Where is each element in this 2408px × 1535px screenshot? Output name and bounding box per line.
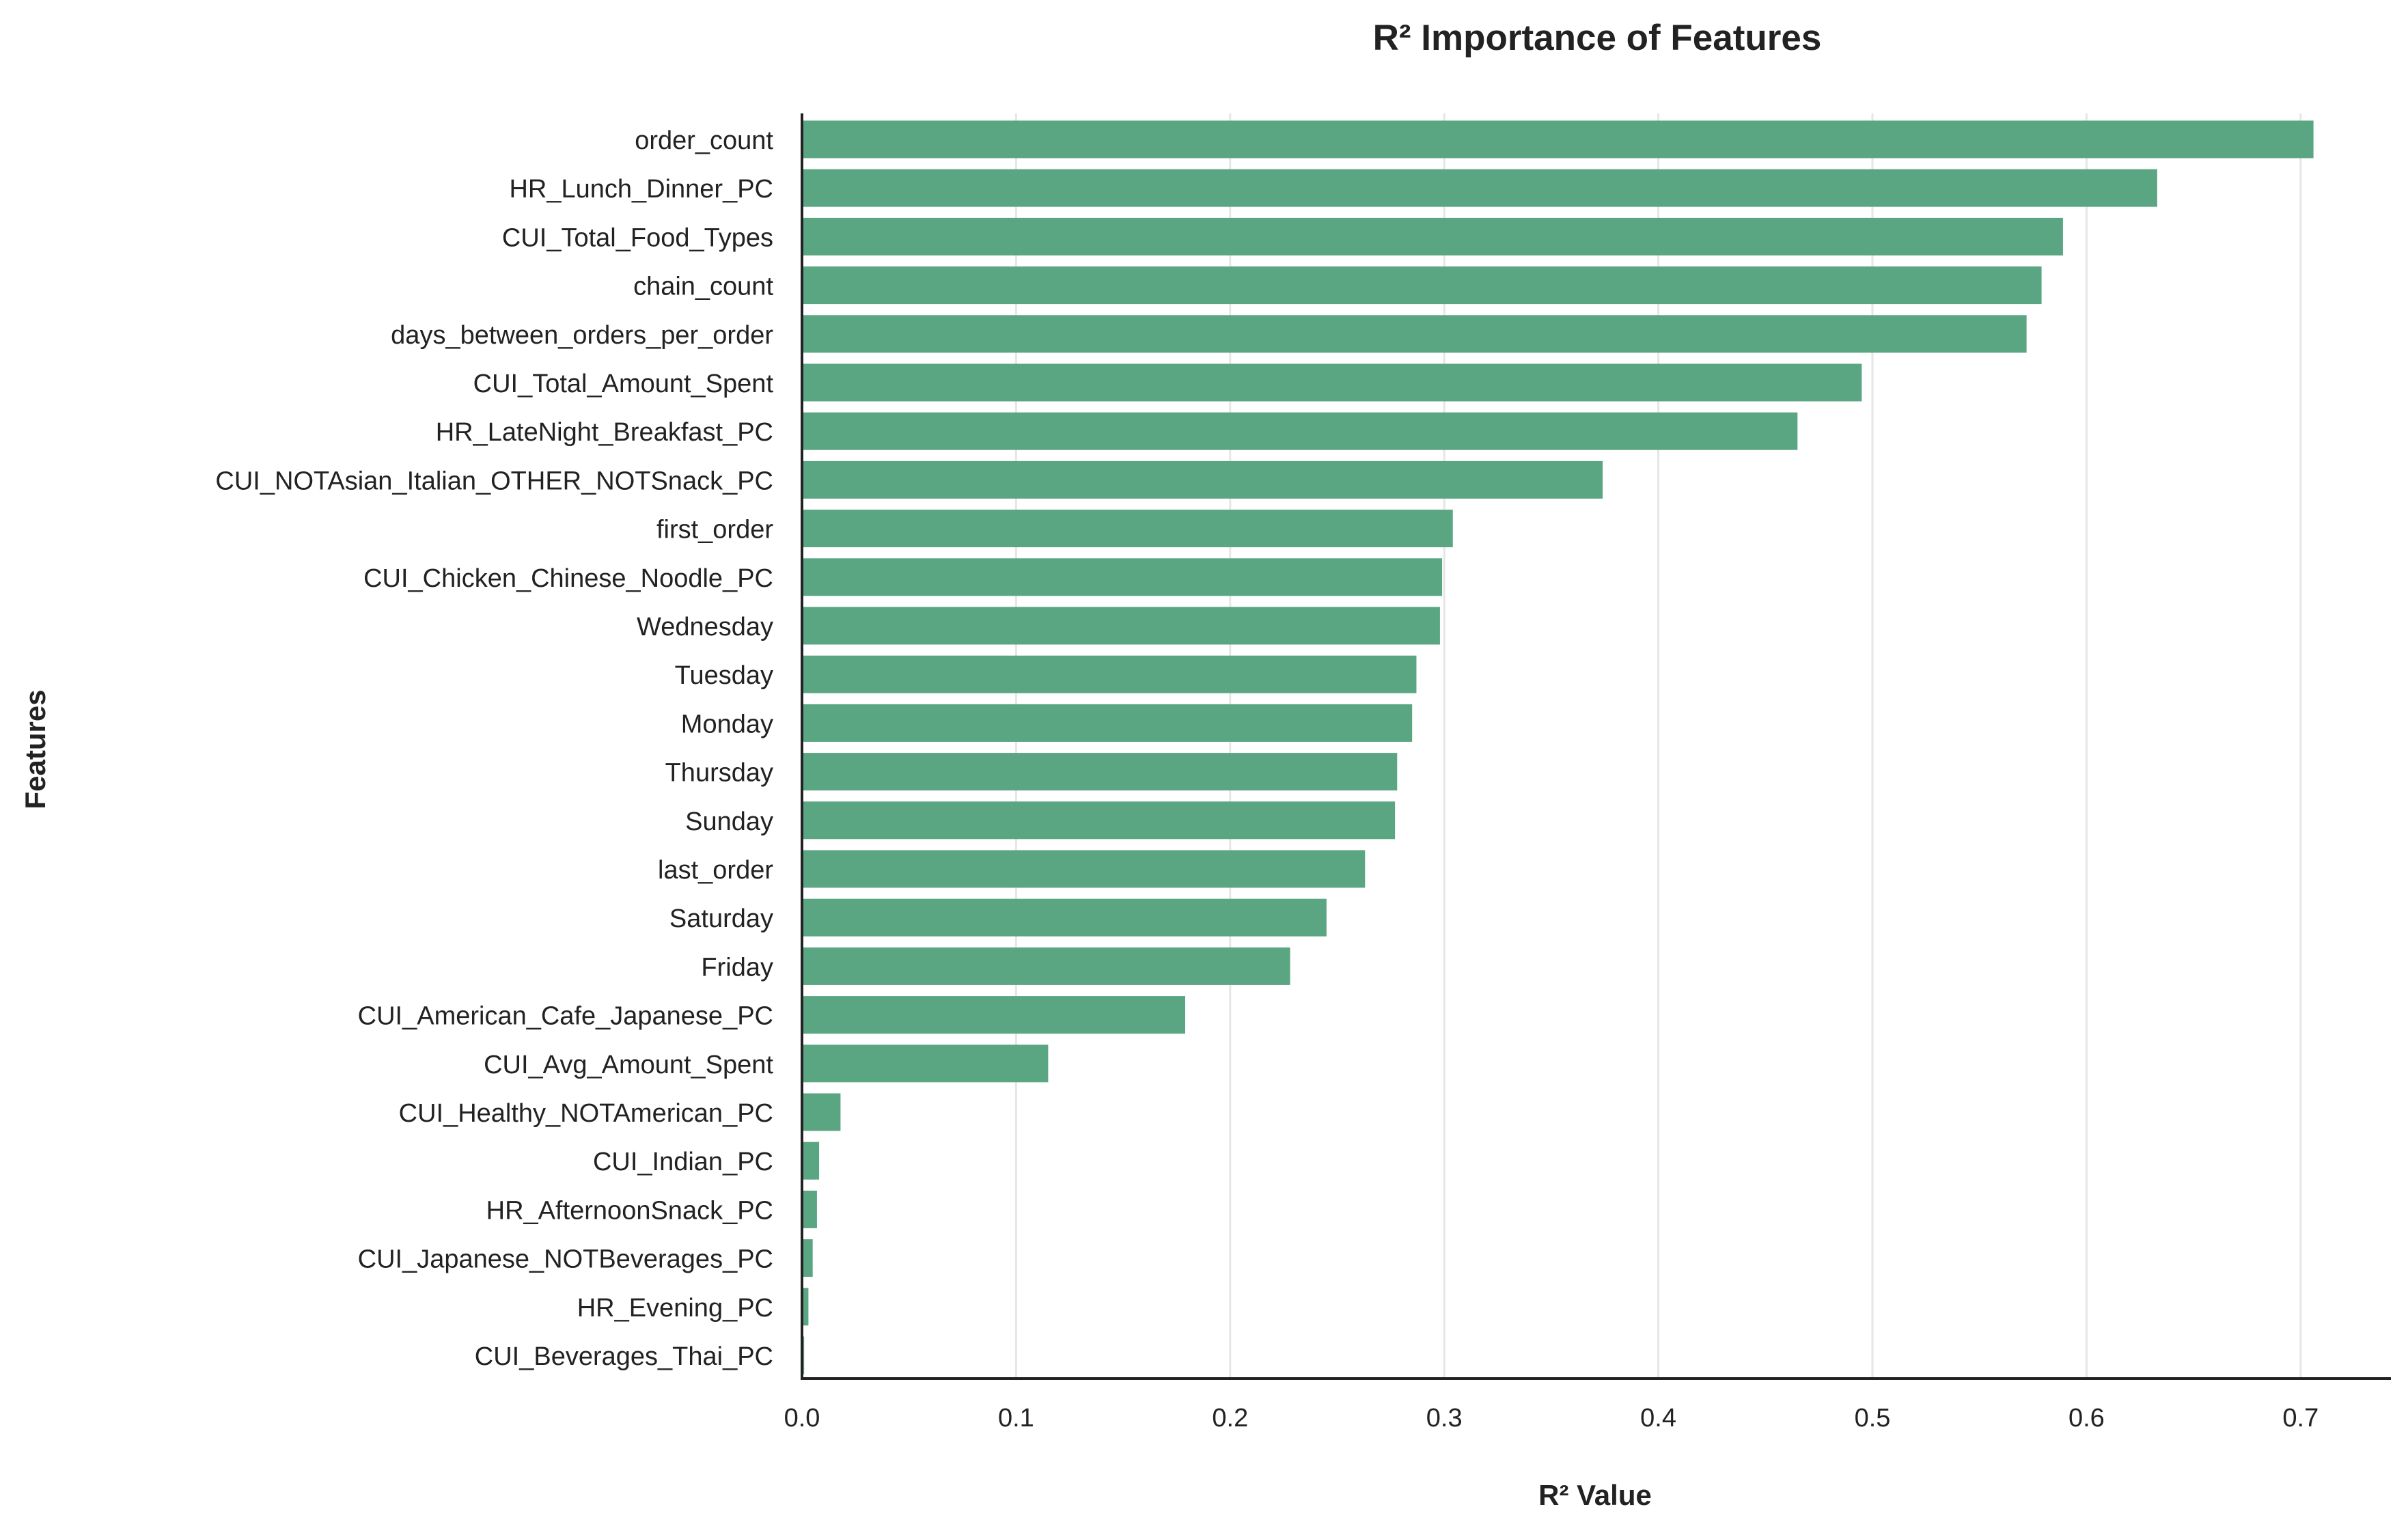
y-tick-label: CUI_Indian_PC bbox=[593, 1148, 773, 1176]
y-tick-label: CUI_Chicken_Chinese_Noodle_PC bbox=[363, 564, 773, 593]
x-tick-label: 0.6 bbox=[2068, 1404, 2105, 1433]
x-tick-label: 0.0 bbox=[784, 1404, 820, 1433]
bar bbox=[802, 704, 1413, 742]
x-tick-label: 0.3 bbox=[1426, 1404, 1463, 1433]
bar bbox=[802, 1142, 820, 1180]
y-tick-label: CUI_Total_Amount_Spent bbox=[473, 370, 774, 398]
y-tick-label: days_between_orders_per_order bbox=[391, 321, 773, 350]
y-tick-label: CUI_Healthy_NOTAmerican_PC bbox=[399, 1099, 773, 1128]
x-tick-label: 0.7 bbox=[2282, 1404, 2319, 1433]
y-tick-label: Thursday bbox=[665, 759, 773, 788]
y-tick-label: Wednesday bbox=[637, 613, 773, 641]
x-tick-label: 0.2 bbox=[1212, 1404, 1248, 1433]
y-tick-label: CUI_Avg_Amount_Spent bbox=[484, 1051, 773, 1079]
bar bbox=[802, 363, 1862, 402]
y-tick-label: HR_Evening_PC bbox=[577, 1294, 773, 1323]
bar bbox=[802, 1045, 1049, 1083]
bar bbox=[802, 169, 2157, 207]
bar bbox=[802, 947, 1290, 985]
y-tick-label: Friday bbox=[701, 953, 773, 982]
bar bbox=[802, 412, 1798, 450]
y-tick-label: order_count bbox=[635, 126, 773, 155]
y-tick-label: HR_LateNight_Breakfast_PC bbox=[436, 418, 773, 447]
bar bbox=[802, 1190, 817, 1228]
bar bbox=[802, 460, 1603, 499]
bar bbox=[802, 801, 1396, 840]
bar bbox=[802, 607, 1440, 645]
y-tick-labels: order_count HR_Lunch_Dinner_PC CUI_Total_F… bbox=[215, 126, 773, 1371]
bar bbox=[802, 898, 1327, 937]
x-tick-label: 0.4 bbox=[1640, 1404, 1676, 1433]
y-axis-title: Features bbox=[19, 689, 51, 809]
y-tick-label: chain_count bbox=[633, 273, 773, 301]
y-tick-label: CUI_NOTAsian_Italian_OTHER_NOTSnack_PC bbox=[215, 467, 773, 495]
chart-title: R² Importance of Features bbox=[1373, 18, 1822, 58]
bar bbox=[802, 996, 1185, 1034]
bar bbox=[802, 315, 2027, 353]
y-tick-label: CUI_Total_Food_Types bbox=[502, 223, 773, 252]
y-tick-label: CUI_American_Cafe_Japanese_PC bbox=[358, 1002, 773, 1031]
y-tick-label: Saturday bbox=[669, 904, 773, 933]
bar bbox=[802, 120, 2314, 158]
bar bbox=[802, 1288, 809, 1326]
y-tick-label: Tuesday bbox=[675, 661, 773, 690]
y-tick-label: first_order bbox=[656, 516, 773, 544]
bar bbox=[802, 1239, 813, 1277]
bar bbox=[802, 850, 1366, 888]
bar bbox=[802, 217, 2063, 255]
y-tick-label: Monday bbox=[681, 710, 773, 738]
bar bbox=[802, 753, 1398, 791]
bar bbox=[802, 510, 1453, 548]
y-tick-label: CUI_Beverages_Thai_PC bbox=[475, 1342, 773, 1371]
x-tick-label: 0.1 bbox=[998, 1404, 1034, 1433]
bar bbox=[802, 558, 1443, 596]
x-axis-title: R² Value bbox=[1538, 1479, 1652, 1511]
y-tick-label: last_order bbox=[658, 856, 773, 885]
x-tick-label: 0.5 bbox=[1855, 1404, 1891, 1433]
y-tick-label: HR_AfternoonSnack_PC bbox=[486, 1196, 773, 1225]
bar bbox=[802, 655, 1417, 693]
bar bbox=[802, 1093, 841, 1131]
y-tick-label: CUI_Japanese_NOTBeverages_PC bbox=[358, 1245, 773, 1274]
axes bbox=[801, 113, 2391, 1380]
bar bbox=[802, 266, 2042, 305]
bars bbox=[802, 120, 2314, 1374]
y-tick-label: HR_Lunch_Dinner_PC bbox=[509, 175, 773, 204]
y-tick-label: Sunday bbox=[685, 807, 773, 836]
x-tick-labels: 0.0 0.1 0.2 0.3 0.4 0.5 0.6 0.7 bbox=[784, 1404, 2319, 1433]
